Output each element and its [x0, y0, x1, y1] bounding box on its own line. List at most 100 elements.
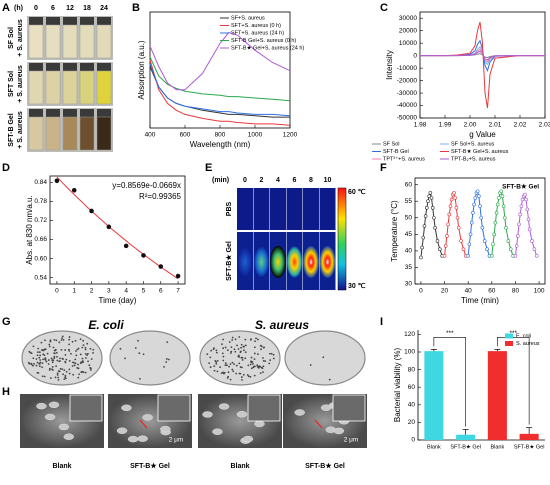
- colony: [45, 360, 48, 363]
- point: [497, 196, 501, 200]
- colony: [239, 372, 242, 375]
- vial: [79, 24, 95, 59]
- colony: [261, 367, 264, 370]
- colony: [259, 344, 262, 347]
- plot-frame: [149, 11, 291, 129]
- time-unit: (min): [212, 177, 229, 184]
- colony: [92, 348, 95, 351]
- x-tick-label: Blank: [427, 444, 441, 450]
- colony: [51, 359, 54, 362]
- row-label: + S. aureus: [17, 65, 24, 103]
- legend-label: SFT-B★ Gel+S. aureus (24 h): [231, 44, 304, 51]
- vial-cap: [97, 63, 111, 71]
- point: [473, 196, 478, 200]
- colony: [48, 369, 51, 371]
- bacterium: [218, 403, 230, 410]
- row-label: PBS: [226, 201, 233, 216]
- colony: [235, 364, 238, 367]
- row-label: SFT-B★ Gel: [225, 241, 233, 281]
- colony: [234, 350, 237, 353]
- y-tick-label: 0.66: [34, 236, 47, 243]
- y-tick-label: 60: [408, 384, 416, 391]
- colony: [213, 365, 216, 368]
- colony: [134, 347, 137, 349]
- sem-inset: [69, 394, 103, 422]
- colony: [75, 350, 77, 352]
- time-unit: (h): [14, 5, 23, 12]
- colony: [42, 353, 45, 356]
- thermal-image: [286, 188, 303, 230]
- colony: [77, 347, 80, 350]
- colony: [71, 340, 74, 343]
- vial-cap: [80, 109, 94, 117]
- legend-label: SF Sol: [383, 141, 400, 147]
- colony: [231, 361, 234, 364]
- colony: [137, 339, 139, 342]
- x-tick-label: SFT-B★ Gel: [514, 443, 545, 450]
- colony: [244, 344, 247, 347]
- point: [445, 234, 449, 238]
- colony: [263, 346, 266, 349]
- point: [485, 247, 489, 252]
- colony: [255, 337, 258, 340]
- x-tick-label: 40: [465, 288, 473, 295]
- x-tick-label: 2.03: [539, 122, 550, 129]
- colony: [30, 363, 33, 366]
- colony: [35, 364, 38, 367]
- y-tick-label: -40000: [397, 102, 418, 109]
- point: [449, 197, 454, 202]
- vial: [45, 116, 61, 151]
- time-label: 0: [34, 5, 38, 12]
- colony: [233, 348, 236, 351]
- colony: [87, 360, 89, 363]
- colony: [64, 374, 67, 377]
- colony: [39, 359, 42, 361]
- point: [453, 196, 457, 200]
- column-title: S. aureus: [255, 318, 309, 332]
- significance-bracket: [433, 337, 466, 427]
- point: [475, 189, 480, 194]
- colony: [240, 343, 243, 346]
- x-tick-label: 1200: [283, 132, 298, 139]
- colony: [81, 346, 84, 349]
- point: [530, 239, 534, 243]
- colony: [44, 339, 46, 342]
- point: [456, 225, 461, 230]
- colony: [51, 368, 53, 371]
- colony: [79, 338, 82, 341]
- colony: [78, 373, 81, 376]
- x-axis-label: Time (day): [99, 296, 137, 305]
- y-tick-label: -30000: [397, 90, 418, 97]
- point: [503, 215, 507, 220]
- point: [526, 217, 531, 222]
- point: [106, 224, 112, 230]
- colony: [49, 340, 52, 343]
- y-tick-label: 50: [405, 214, 413, 221]
- colony: [35, 358, 38, 360]
- y-tick-label: 20000: [399, 27, 417, 34]
- petri-dish: [284, 330, 366, 386]
- colony: [233, 363, 235, 366]
- x-tick-label: 1: [72, 288, 76, 295]
- colony: [249, 363, 252, 366]
- bacterium: [333, 427, 345, 435]
- bar: [487, 351, 507, 440]
- x-tick-label: 0: [419, 288, 423, 295]
- x-tick-label: 400: [145, 132, 156, 139]
- colony: [80, 361, 83, 364]
- x-tick-label: 1.98: [414, 122, 427, 129]
- colony: [242, 349, 245, 352]
- colony: [166, 341, 169, 344]
- colony: [231, 339, 234, 341]
- colony: [38, 363, 41, 365]
- colony: [57, 376, 60, 379]
- row-label: SFT-B Gel: [8, 113, 15, 147]
- y-axis-label: Absorption (a.u.): [137, 40, 146, 99]
- point: [430, 206, 435, 210]
- legend-label: SFT-B★ Gel+S. aureus: [451, 148, 509, 155]
- colony: [209, 356, 212, 359]
- colony: [77, 363, 79, 366]
- line-series: [149, 59, 291, 126]
- x-tick-label: 0: [55, 288, 59, 295]
- y-tick-label: 0.72: [34, 217, 47, 224]
